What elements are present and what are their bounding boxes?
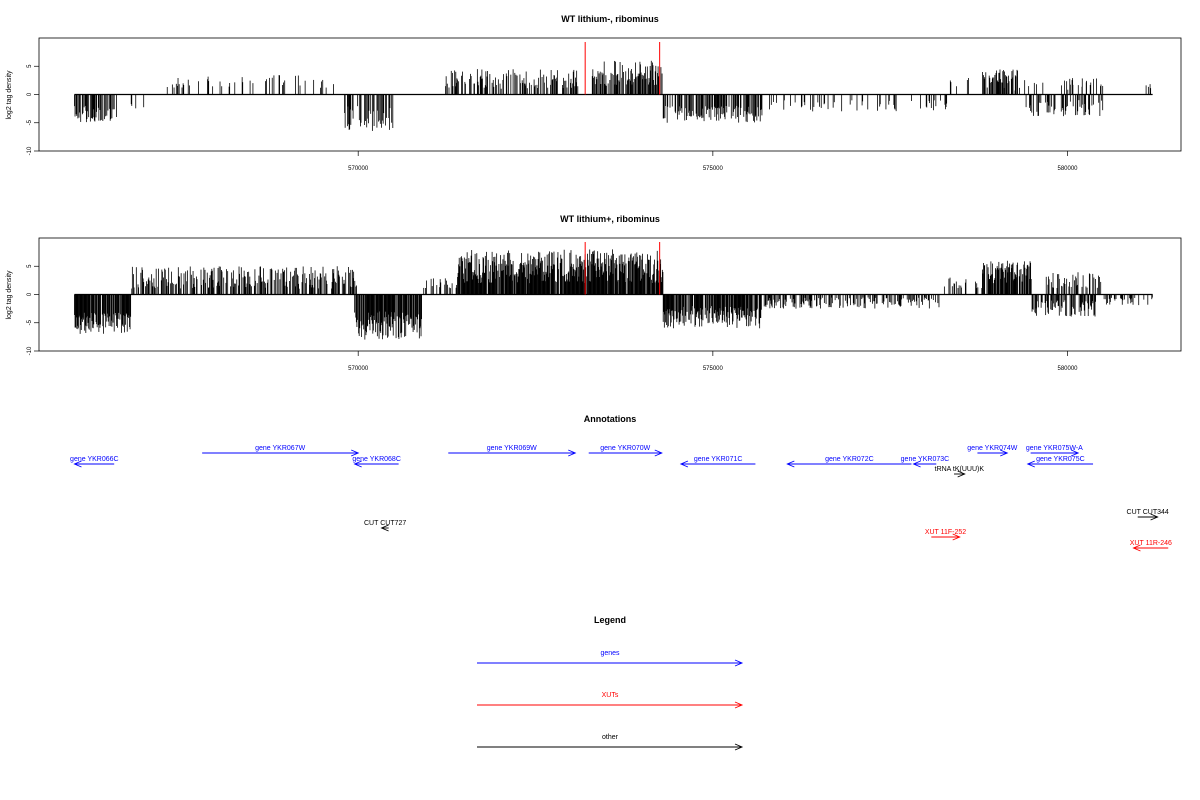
legend-title: Legend — [594, 615, 626, 625]
x-tick-label: 580000 — [1057, 366, 1078, 372]
y-tick-label: -10 — [27, 146, 33, 155]
arrow-right-icon — [568, 449, 577, 457]
arrow-right-icon — [734, 701, 744, 709]
feature-label: gene YKR067W — [255, 445, 305, 452]
x-tick-label: 580000 — [1057, 166, 1078, 172]
x-tick-label: 575000 — [703, 166, 724, 172]
feature-label: XUT 11R-246 — [1130, 540, 1172, 547]
arrow-left-icon — [786, 460, 795, 468]
arrow-right-icon — [957, 470, 966, 478]
track-panel-lithium-minus: WT lithium-, ribominus log2 tag density … — [6, 14, 1182, 172]
legend-item: XUTs — [477, 692, 744, 709]
annotation-feature: gene YKR069W — [448, 445, 577, 457]
feature-label: gene YKR066C — [70, 456, 119, 463]
feature-label: CUT CUT727 — [364, 520, 406, 527]
arrow-left-icon — [912, 460, 921, 468]
track-panel-lithium-plus: WT lithium+, ribominus log2 tag density … — [6, 214, 1182, 372]
feature-label: tRNA tK(UUU)K — [935, 466, 985, 473]
arrow-right-icon — [1150, 513, 1159, 521]
arrow-left-icon — [1132, 544, 1141, 552]
arrow-right-icon — [1000, 449, 1009, 457]
y-axis-label: log2 tag density — [6, 70, 13, 120]
annotation-feature: gene YKR068C — [352, 456, 401, 468]
feature-label: gene YKR074W — [967, 445, 1017, 452]
arrow-left-icon — [353, 460, 362, 468]
feature-label: gene YKR071C — [694, 456, 743, 463]
y-tick-label: 5 — [27, 64, 33, 68]
legend-label: genes — [600, 650, 620, 657]
arrow-right-icon — [1070, 449, 1080, 457]
y-tick-label: -10 — [27, 346, 33, 355]
annotation-feature: gene YKR066C — [70, 456, 119, 468]
bar-series — [74, 60, 1152, 131]
x-tick-label: 570000 — [348, 366, 369, 372]
panel-title: WT lithium-, ribominus — [561, 14, 659, 24]
legend-label: XUTs — [602, 692, 619, 699]
x-tick-label: 570000 — [348, 166, 369, 172]
feature-label: XUT 11F-252 — [925, 529, 966, 536]
feature-label: gene YKR075W-A — [1026, 445, 1083, 452]
feature-label: gene YKR070W — [600, 445, 650, 452]
arrow-left-icon — [73, 460, 82, 468]
feature-label: gene YKR075C — [1036, 456, 1085, 463]
y-axis-label: log2 tag density — [6, 270, 13, 320]
arrow-left-icon — [679, 460, 689, 468]
legend: Legend genes XUTs other — [477, 615, 744, 751]
arrow-right-icon — [734, 659, 744, 667]
annotation-feature: gene YKR075C — [1026, 456, 1094, 468]
annotation-feature: gene YKR067W — [202, 445, 360, 457]
annotation-feature: XUT 11F-252 — [925, 529, 966, 541]
legend-item: other — [477, 734, 744, 751]
feature-label: gene YKR072C — [825, 456, 874, 463]
feature-label: gene YKR068C — [352, 456, 401, 463]
y-tick-label: -5 — [27, 319, 33, 325]
annotation-feature: tRNA tK(UUU)K — [935, 466, 985, 478]
annotation-feature: gene YKR070W — [588, 445, 663, 457]
panel-title: WT lithium+, ribominus — [560, 214, 660, 224]
annotations-title: Annotations — [584, 414, 637, 424]
annotation-feature: CUT CUT344 — [1127, 509, 1169, 521]
y-tick-label: 0 — [27, 92, 33, 96]
arrow-right-icon — [351, 449, 360, 457]
annotation-feature: gene YKR075W-A — [1026, 445, 1083, 457]
y-tick-label: 0 — [27, 292, 33, 296]
arrow-left-icon — [380, 524, 389, 532]
arrow-right-icon — [654, 449, 663, 457]
axes: -10 -5 0 5 570000 575000 580000 — [27, 242, 1153, 372]
annotation-feature: CUT CUT727 — [364, 520, 406, 532]
y-tick-label: 5 — [27, 264, 33, 268]
feature-label: CUT CUT344 — [1127, 509, 1169, 516]
annotation-feature: gene YKR073C — [901, 456, 950, 468]
legend-items: genes XUTs other — [477, 650, 744, 751]
annotation-feature: gene YKR072C — [786, 456, 912, 468]
annotation-feature: XUT 11R-246 — [1130, 540, 1172, 552]
legend-label: other — [602, 734, 619, 741]
annotation-feature: gene YKR071C — [679, 456, 756, 468]
y-tick-label: -5 — [27, 119, 33, 125]
arrow-right-icon — [734, 743, 744, 751]
annotation-feature: gene YKR074W — [967, 445, 1018, 457]
legend-item: genes — [477, 650, 744, 667]
arrow-right-icon — [952, 533, 961, 541]
bar-series — [74, 249, 1153, 340]
annotation-features: gene YKR066C gene YKR067W gene YKR068C gene… — [70, 445, 1172, 552]
x-tick-label: 575000 — [703, 366, 724, 372]
feature-label: gene YKR069W — [487, 445, 537, 452]
feature-label: gene YKR073C — [901, 456, 950, 463]
arrow-left-icon — [1026, 460, 1035, 468]
axes: -10 -5 0 5 570000 575000 580000 — [27, 42, 1153, 172]
